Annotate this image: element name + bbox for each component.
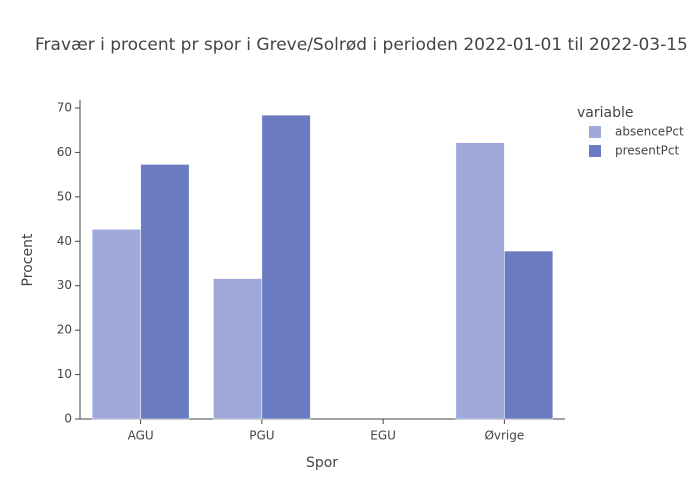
x-axis-title: Spor xyxy=(306,455,338,471)
y-axis-title: Procent xyxy=(20,233,36,286)
legend-swatch xyxy=(589,126,601,138)
bar xyxy=(213,278,263,420)
legend-swatch xyxy=(589,145,601,157)
y-tick-label: 60 xyxy=(57,145,72,159)
bar xyxy=(91,229,141,420)
x-tick-label: Øvrige xyxy=(484,429,524,443)
chart-title: Fravær i procent pr spor i Greve/Solrød … xyxy=(35,35,688,55)
x-tick-label: PGU xyxy=(249,429,274,443)
y-tick-label: 70 xyxy=(57,100,72,114)
y-tick-label: 40 xyxy=(57,234,72,248)
y-tick-label: 20 xyxy=(57,323,72,337)
y-tick-label: 30 xyxy=(57,278,72,292)
bar xyxy=(504,250,554,420)
y-tick-label: 10 xyxy=(57,367,72,381)
bar xyxy=(261,114,311,420)
legend-label: absencePct xyxy=(615,125,684,139)
legend-label: presentPct xyxy=(615,144,679,158)
legend-title: variable xyxy=(577,105,633,121)
x-tick-label: AGU xyxy=(128,429,154,443)
y-tick-label: 50 xyxy=(57,189,72,203)
bar xyxy=(455,142,505,420)
x-tick-label: EGU xyxy=(370,429,396,443)
bar xyxy=(140,164,190,420)
y-tick-label: 0 xyxy=(64,412,72,426)
